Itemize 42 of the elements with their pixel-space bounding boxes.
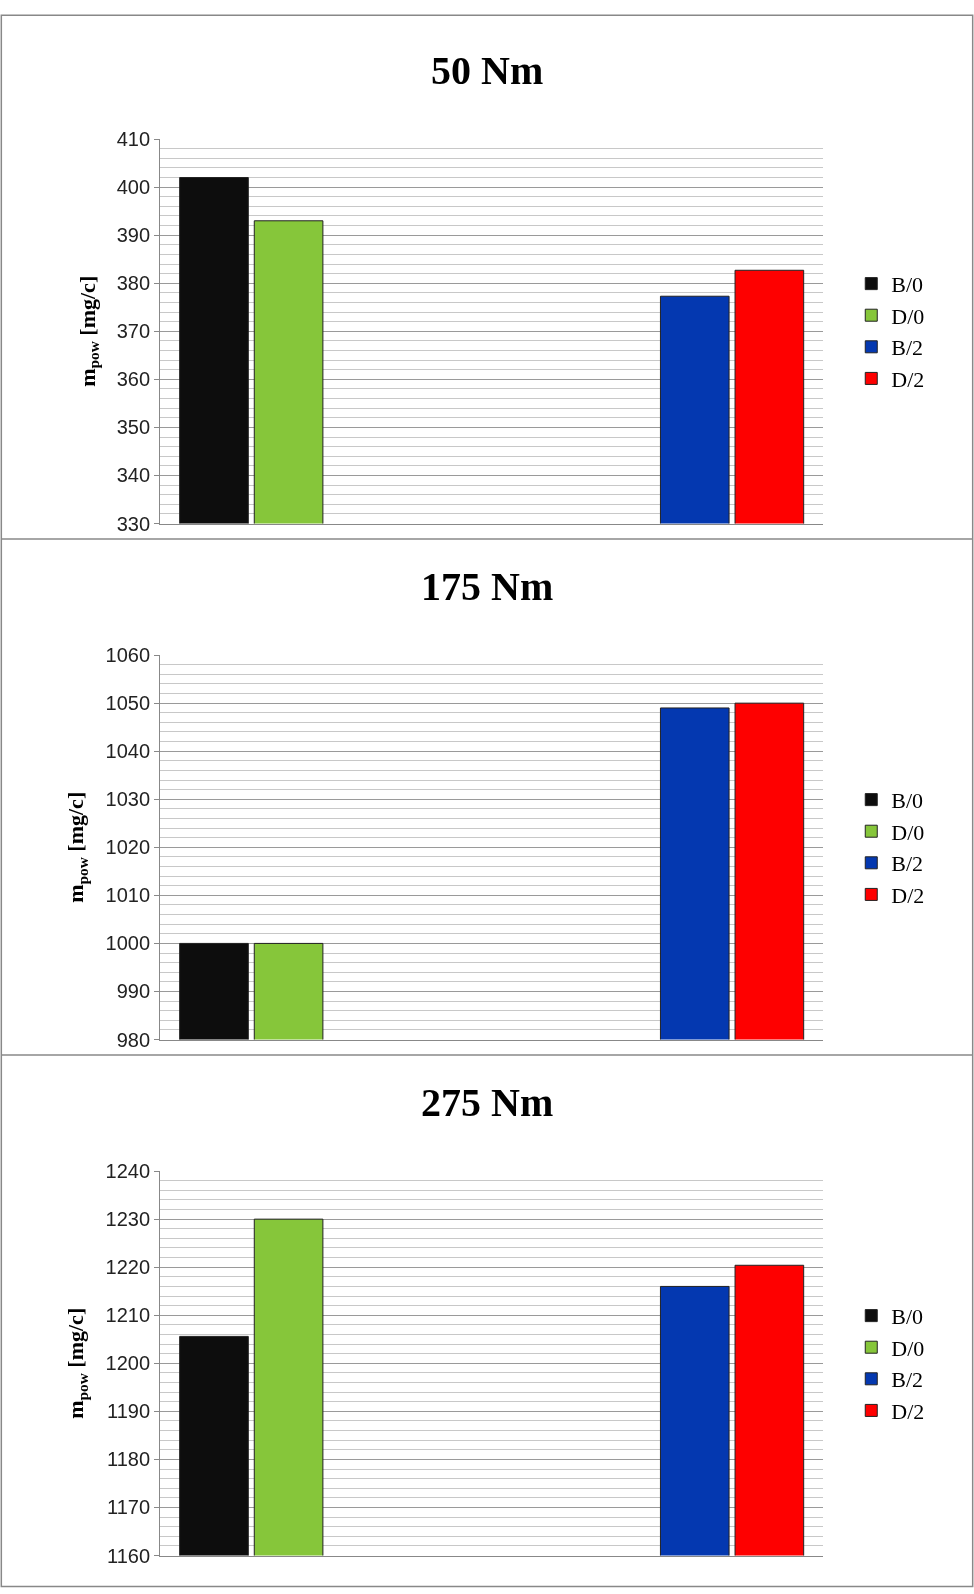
legend-label: D/0 bbox=[891, 303, 925, 329]
y-tick-label: 1050 bbox=[105, 692, 151, 715]
y-tick-label: 1200 bbox=[105, 1352, 151, 1375]
y-tick-label: 1230 bbox=[105, 1208, 151, 1231]
y-tick-label: 1030 bbox=[105, 788, 151, 811]
chart-title: 275 Nm bbox=[421, 1080, 554, 1125]
y-tick-label: 1020 bbox=[105, 836, 151, 859]
y-tick-label: 1040 bbox=[105, 740, 151, 763]
y-tick-label: 340 bbox=[116, 464, 151, 487]
legend-label: D/0 bbox=[891, 819, 925, 845]
y-tick-label: 410 bbox=[116, 128, 151, 151]
y-tick-label: 980 bbox=[116, 1028, 151, 1051]
y-tick-label: 390 bbox=[116, 224, 151, 247]
chart-title: 50 Nm bbox=[431, 48, 544, 93]
y-tick-label: 380 bbox=[116, 272, 151, 295]
y-tick-label: 1220 bbox=[105, 1256, 151, 1279]
legend-label: B/2 bbox=[891, 1367, 924, 1393]
legend-label: D/2 bbox=[891, 882, 925, 908]
legend-label: B/2 bbox=[891, 851, 924, 877]
y-tick-label: 360 bbox=[116, 368, 151, 391]
y-tick-label: 990 bbox=[116, 980, 151, 1003]
y-tick-label: 1160 bbox=[107, 1544, 151, 1567]
y-tick-label: 1240 bbox=[105, 1160, 151, 1183]
legend-label: D/2 bbox=[891, 1398, 925, 1424]
y-tick-label: 400 bbox=[116, 176, 151, 199]
y-tick-label: 1210 bbox=[105, 1304, 151, 1327]
y-tick-label: 1170 bbox=[107, 1496, 151, 1519]
chart-title: 175 Nm bbox=[421, 564, 554, 609]
y-tick-label: 1060 bbox=[105, 644, 151, 667]
legend-label: B/0 bbox=[891, 788, 924, 814]
y-tick-label: 350 bbox=[116, 416, 151, 439]
y-tick-label: 1180 bbox=[107, 1448, 151, 1471]
y-tick-label: 1190 bbox=[107, 1400, 151, 1423]
y-tick-label: 370 bbox=[116, 320, 151, 343]
y-tick-label: 1000 bbox=[105, 932, 151, 955]
y-tick-label: 330 bbox=[116, 512, 151, 535]
legend-label: D/0 bbox=[891, 1335, 925, 1361]
legend-label: B/0 bbox=[891, 1304, 924, 1330]
legend-label: D/2 bbox=[891, 366, 925, 392]
legend-label: B/2 bbox=[891, 335, 924, 361]
legend-label: B/0 bbox=[891, 272, 924, 298]
y-tick-label: 1010 bbox=[105, 884, 151, 907]
